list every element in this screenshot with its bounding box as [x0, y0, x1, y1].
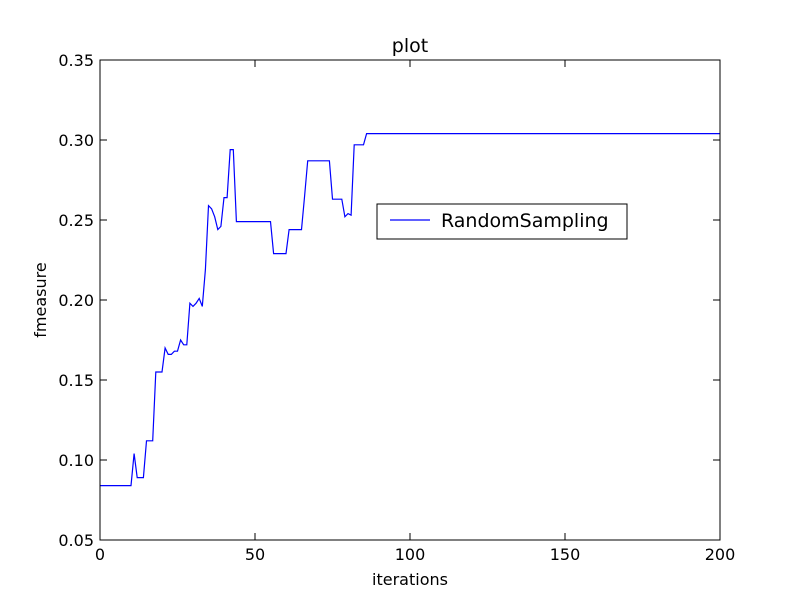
x-tick-label: 150 — [550, 545, 581, 564]
x-tick-label: 200 — [705, 545, 736, 564]
plot-area — [100, 133, 720, 487]
axis-ticks: 0 50 100 150 200 0.05 0.10 0.15 0.20 0.25 0.30 0.35 — [58, 51, 735, 564]
chart-title: plot — [392, 35, 428, 57]
y-tick-label: 0.20 — [58, 291, 94, 310]
plot-frame — [99, 59, 721, 541]
y-tick-label: 0.30 — [58, 131, 94, 150]
legend: RandomSampling — [376, 203, 628, 240]
y-tick-label: 0.25 — [58, 211, 94, 230]
y-tick-label: 0.05 — [58, 531, 94, 550]
y-tick-label: 0.15 — [58, 371, 94, 390]
y-axis-label: fmeasure — [31, 262, 50, 337]
legend-box — [376, 203, 628, 240]
y-tick-label: 0.35 — [58, 51, 94, 70]
x-tick-label: 0 — [95, 545, 105, 564]
x-tick-label: 50 — [245, 545, 265, 564]
legend-label: RandomSampling — [441, 210, 609, 232]
series-line-0 — [100, 133, 720, 487]
y-tick-label: 0.10 — [58, 451, 94, 470]
x-tick-label: 100 — [395, 545, 426, 564]
x-axis-label: iterations — [372, 570, 448, 589]
